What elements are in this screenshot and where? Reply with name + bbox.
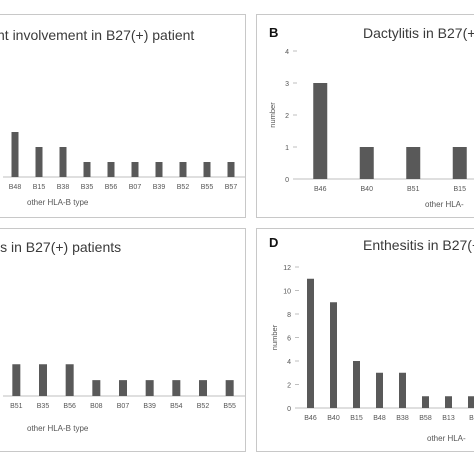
y-tick-label: 6 bbox=[287, 336, 291, 343]
y-tick-label: 12 bbox=[283, 265, 291, 272]
chart-title: Enthesitis in B27(+ bbox=[363, 237, 474, 253]
bar bbox=[406, 147, 421, 179]
bar bbox=[35, 147, 43, 177]
bar bbox=[172, 380, 181, 396]
y-tick-label: 4 bbox=[285, 49, 289, 56]
chart-title: Dactylitis in B27(+ bbox=[363, 25, 474, 41]
x-tick-label: B46 bbox=[314, 186, 327, 193]
y-tick-label: 0 bbox=[287, 406, 291, 413]
x-tick-label: B bbox=[469, 415, 474, 422]
x-tick-label: B57 bbox=[225, 184, 238, 191]
bar bbox=[59, 147, 67, 177]
x-tick-label: B15 bbox=[350, 415, 363, 422]
bar bbox=[353, 361, 360, 408]
x-tick-label: B35 bbox=[37, 403, 50, 410]
x-tick-label: B55 bbox=[223, 403, 236, 410]
x-tick-label: B51 bbox=[407, 186, 420, 193]
x-tick-label: B15 bbox=[33, 184, 46, 191]
x-tick-label: B52 bbox=[177, 184, 190, 191]
y-tick-label: 2 bbox=[287, 383, 291, 390]
y-tick-label: 8 bbox=[287, 312, 291, 319]
bar bbox=[199, 380, 207, 396]
bar bbox=[445, 396, 452, 408]
x-tick-label: B38 bbox=[396, 415, 409, 422]
bar bbox=[452, 147, 467, 179]
bar bbox=[330, 302, 337, 408]
x-tick-label: B48 bbox=[9, 184, 22, 191]
panel-letter: D bbox=[269, 235, 279, 250]
y-tick-label: 0 bbox=[285, 177, 289, 184]
bar bbox=[227, 162, 235, 177]
chart-panel-c: is in B27(+) patients B51 B35 B56 B08 B07 B39… bbox=[0, 228, 246, 452]
bar bbox=[179, 162, 187, 177]
x-tick-label: B55 bbox=[201, 184, 214, 191]
x-tick-label: B15 bbox=[454, 186, 467, 193]
y-tick-label: 2 bbox=[285, 113, 289, 120]
bar bbox=[145, 380, 154, 396]
x-axis-label: other HLA-B type bbox=[27, 198, 89, 207]
x-tick-label: B48 bbox=[373, 415, 386, 422]
panel-letter: B bbox=[269, 25, 279, 40]
bar-chart-c: B51 B35 B56 B08 B07 B39 B54 B52 B55 other HLA-B t… bbox=[3, 364, 245, 433]
bar bbox=[399, 372, 406, 408]
bar bbox=[11, 132, 19, 177]
bar bbox=[83, 162, 91, 177]
bar bbox=[92, 380, 101, 396]
y-tick-label: 10 bbox=[283, 289, 291, 296]
x-axis-label: other HLA- bbox=[425, 200, 464, 209]
bar bbox=[203, 162, 211, 177]
bar bbox=[107, 162, 115, 177]
x-tick-label: B56 bbox=[105, 184, 118, 191]
bar bbox=[131, 162, 139, 177]
x-tick-label: B56 bbox=[63, 403, 76, 410]
y-tick-label: 1 bbox=[285, 145, 289, 152]
x-tick-label: B35 bbox=[81, 184, 94, 191]
bar bbox=[119, 380, 127, 396]
x-tick-label: B40 bbox=[361, 186, 374, 193]
x-tick-label: B07 bbox=[117, 403, 130, 410]
x-tick-label: B46 bbox=[304, 415, 317, 422]
x-axis-label: other HLA- bbox=[427, 434, 466, 443]
x-tick-label: B08 bbox=[90, 403, 103, 410]
chart-panel-a: nt involvement in B27(+) patient B48 B15 B… bbox=[0, 14, 246, 218]
bar bbox=[359, 147, 374, 179]
bar bbox=[39, 364, 47, 396]
bar bbox=[225, 380, 234, 396]
bar-chart-b: 0 1 2 3 4 number B46 B40 B51 B15 other HLA- bbox=[268, 49, 474, 209]
bar bbox=[155, 162, 163, 177]
bar bbox=[307, 278, 314, 408]
bar-chart-d: 0 2 4 6 8 10 12 number B46 B40 B15 B48 B38 B58 B13 Both… bbox=[270, 265, 474, 443]
x-tick-label: B13 bbox=[442, 415, 455, 422]
x-tick-label: B58 bbox=[419, 415, 432, 422]
x-tick-label: B54 bbox=[170, 403, 183, 410]
bar-chart-a: B48 B15 B38 B35 B56 B07 B39 B52 B55 B57 other HLA-… bbox=[3, 132, 245, 207]
x-tick-label: B39 bbox=[143, 403, 156, 410]
y-tick-label: 4 bbox=[287, 359, 291, 366]
chart-title: nt involvement in B27(+) patient bbox=[0, 27, 195, 43]
bar bbox=[313, 83, 328, 179]
x-tick-label: B52 bbox=[197, 403, 210, 410]
chart-panel-d: D Enthesitis in B27(+ 0 2 4 6 8 10 12 number B46… bbox=[256, 228, 474, 452]
bar bbox=[422, 396, 429, 408]
bar bbox=[65, 364, 74, 396]
chart-title: is in B27(+) patients bbox=[0, 239, 122, 255]
bar bbox=[12, 364, 21, 396]
y-axis-label: number bbox=[270, 324, 279, 350]
chart-panel-b: B Dactylitis in B27(+ 0 1 2 3 4 number B46 B40 B… bbox=[256, 14, 474, 218]
y-axis-label: number bbox=[268, 102, 277, 128]
y-tick-label: 3 bbox=[285, 81, 289, 88]
x-tick-label: B51 bbox=[10, 403, 23, 410]
x-axis-label: other HLA-B type bbox=[27, 424, 89, 433]
x-tick-label: B39 bbox=[153, 184, 166, 191]
x-tick-label: B38 bbox=[57, 184, 70, 191]
x-tick-label: B40 bbox=[327, 415, 340, 422]
x-tick-label: B07 bbox=[129, 184, 142, 191]
bar bbox=[468, 396, 474, 408]
bar bbox=[376, 372, 383, 408]
